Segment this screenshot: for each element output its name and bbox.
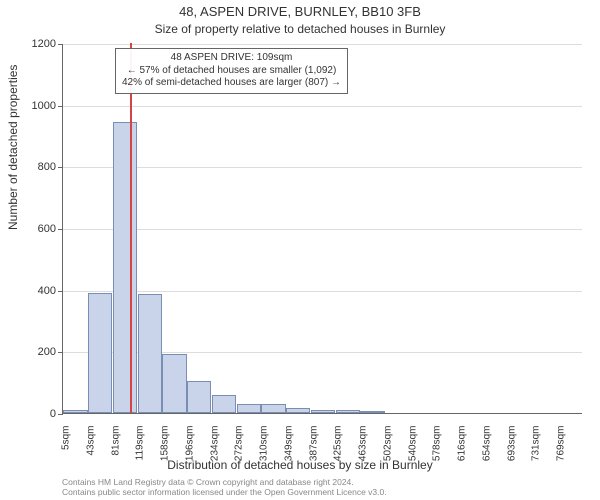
y-tick-label: 1000	[16, 100, 56, 112]
property-marker-line	[130, 43, 132, 413]
x-tick-label: 616sqm	[457, 426, 468, 486]
gridline	[63, 291, 582, 292]
y-tick-label: 1200	[16, 38, 56, 50]
x-tick-label: 234sqm	[209, 426, 220, 486]
x-tick-label: 310sqm	[259, 426, 270, 486]
x-tick-label: 158sqm	[160, 426, 171, 486]
y-tick-label: 200	[16, 346, 56, 358]
y-tick-label: 0	[16, 408, 56, 420]
histogram-bar	[360, 411, 384, 413]
x-tick-label: 693sqm	[506, 426, 517, 486]
caption-line-2: Contains public sector information licen…	[62, 488, 387, 498]
x-tick-label: 272sqm	[234, 426, 245, 486]
x-tick-label: 654sqm	[481, 426, 492, 486]
y-tick	[58, 414, 63, 415]
x-tick-label: 81sqm	[110, 426, 121, 486]
histogram-bar	[336, 410, 360, 413]
gridline	[63, 167, 582, 168]
info-line-1: 48 ASPEN DRIVE: 109sqm	[122, 52, 341, 65]
x-tick-label: 731sqm	[531, 426, 542, 486]
y-tick	[58, 106, 63, 107]
gridline	[63, 44, 582, 45]
histogram-bar	[113, 122, 137, 413]
x-tick-label: 196sqm	[184, 426, 195, 486]
histogram-bar	[88, 293, 112, 413]
x-tick-label: 769sqm	[556, 426, 567, 486]
x-tick-label: 5sqm	[61, 426, 72, 486]
histogram-bar	[212, 395, 236, 414]
chart-container: { "title": "48, ASPEN DRIVE, BURNLEY, BB…	[0, 0, 600, 500]
gridline	[63, 229, 582, 230]
histogram-bar	[286, 408, 310, 413]
x-tick-label: 502sqm	[382, 426, 393, 486]
x-tick-label: 43sqm	[85, 426, 96, 486]
x-tick-label: 578sqm	[432, 426, 443, 486]
y-tick-label: 400	[16, 285, 56, 297]
x-tick-label: 387sqm	[308, 426, 319, 486]
histogram-bar	[162, 354, 186, 413]
y-axis-label: Number of detached properties	[6, 65, 20, 230]
x-tick-label: 463sqm	[358, 426, 369, 486]
histogram-bar	[187, 381, 211, 413]
chart-subtitle: Size of property relative to detached ho…	[0, 22, 600, 36]
x-tick-label: 349sqm	[283, 426, 294, 486]
plot-area: 48 ASPEN DRIVE: 109sqm ← 57% of detached…	[62, 44, 582, 414]
histogram-bar	[237, 404, 261, 413]
info-box: 48 ASPEN DRIVE: 109sqm ← 57% of detached…	[115, 48, 348, 94]
x-tick-label: 540sqm	[407, 426, 418, 486]
histogram-bar	[138, 294, 162, 413]
y-tick	[58, 44, 63, 45]
y-tick	[58, 352, 63, 353]
y-tick-label: 600	[16, 223, 56, 235]
y-tick	[58, 167, 63, 168]
y-tick-label: 800	[16, 161, 56, 173]
y-tick	[58, 291, 63, 292]
histogram-bar	[261, 404, 285, 413]
gridline	[63, 106, 582, 107]
chart-title: 48, ASPEN DRIVE, BURNLEY, BB10 3FB	[0, 4, 600, 19]
x-tick-label: 119sqm	[135, 426, 146, 486]
histogram-bar	[63, 410, 87, 413]
info-line-3: 42% of semi-detached houses are larger (…	[122, 77, 341, 90]
histogram-bar	[311, 410, 335, 413]
info-line-2: ← 57% of detached houses are smaller (1,…	[122, 65, 341, 78]
x-tick-label: 425sqm	[333, 426, 344, 486]
y-tick	[58, 229, 63, 230]
